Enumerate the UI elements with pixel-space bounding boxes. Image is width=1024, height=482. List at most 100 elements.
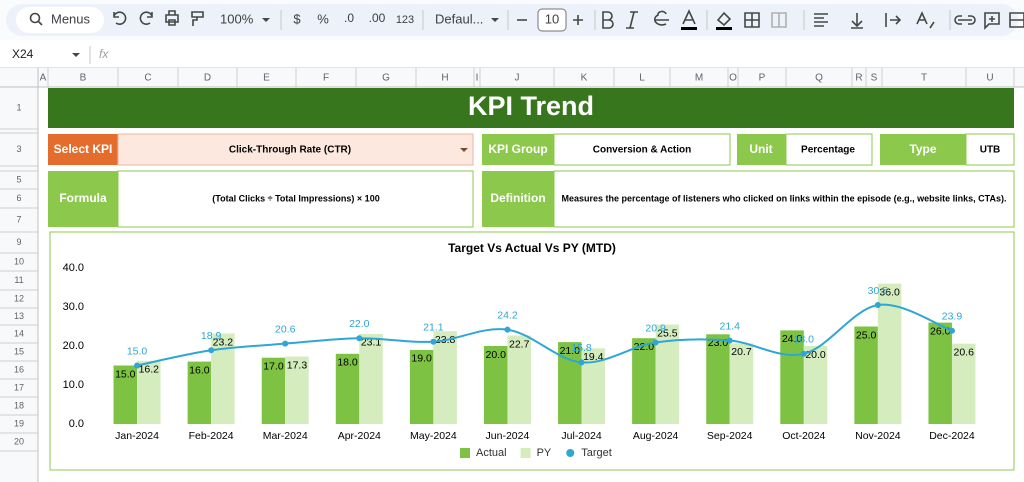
paint-format-icon[interactable]	[191, 11, 204, 26]
font-family[interactable]: Defaul...	[435, 11, 483, 26]
valign-icon[interactable]	[851, 13, 863, 29]
x-tick-label: Aug-2024	[633, 430, 679, 442]
data-label: 25.5	[657, 327, 678, 339]
dropdown-arrow[interactable]	[460, 148, 468, 152]
legend-label: Target	[581, 447, 612, 459]
decrease-decimal[interactable]: .0	[344, 11, 354, 25]
y-tick-label: 40.0	[63, 262, 84, 274]
borders-icon[interactable]	[744, 12, 760, 28]
italic-icon[interactable]	[626, 11, 638, 29]
search-icon	[29, 12, 41, 24]
target-point	[652, 339, 659, 346]
rotate-icon[interactable]	[916, 11, 935, 29]
target-point	[578, 359, 585, 366]
bar	[729, 343, 754, 424]
merge-icon[interactable]	[771, 12, 787, 28]
target-point	[504, 326, 511, 333]
row-header: 1	[16, 102, 21, 112]
column-header: F	[323, 73, 329, 84]
column-header: T	[921, 73, 927, 84]
dropdown-arrow[interactable]	[72, 53, 80, 57]
formula-label: Formula	[59, 191, 107, 205]
select-kpi-label: Select KPI	[54, 142, 113, 156]
label-cell	[48, 134, 118, 165]
x-tick-label: Oct-2024	[782, 430, 825, 442]
label-cell	[880, 134, 966, 165]
data-label: 18.9	[201, 330, 222, 342]
column-header: O	[729, 73, 737, 84]
currency-format[interactable]: $	[293, 11, 301, 26]
comment-icon[interactable]	[984, 12, 1000, 30]
x-tick-label: Jan-2024	[115, 430, 159, 442]
y-tick-label: 20.0	[63, 340, 84, 352]
bold-icon[interactable]	[602, 11, 614, 29]
column-header: M	[695, 73, 703, 84]
label-cell	[482, 134, 554, 165]
data-label: 15.8	[571, 342, 592, 354]
data-label: 18.0	[794, 334, 815, 346]
bar	[928, 322, 952, 424]
data-label: 23.2	[213, 336, 234, 348]
dropdown-arrow[interactable]	[491, 18, 499, 22]
select-kpi-value[interactable]: Click-Through Rate (CTR)	[229, 145, 351, 156]
column-header: J	[515, 73, 520, 84]
print-icon[interactable]	[165, 10, 179, 26]
row-header: 7	[16, 214, 21, 224]
legend-swatch	[460, 448, 470, 458]
kpi-dropdown[interactable]	[117, 133, 474, 166]
zoom[interactable]: 100%	[220, 11, 254, 26]
data-label: 24.0	[782, 333, 803, 345]
unit-label: Unit	[749, 142, 772, 156]
font-size-box[interactable]	[537, 8, 567, 32]
data-label: 17.3	[287, 359, 308, 371]
chart-icon[interactable]	[1009, 12, 1024, 28]
legend-label: Actual	[476, 447, 507, 459]
data-label: 22.0	[349, 318, 370, 330]
column-header: R	[855, 73, 862, 84]
menus-label[interactable]: Menus	[51, 11, 91, 26]
column-header: I	[476, 73, 479, 84]
text-color-icon[interactable]	[682, 9, 696, 25]
definition-value: Measures the percentage of listeners who…	[562, 193, 1007, 203]
increase-font-size[interactable]	[573, 15, 583, 25]
bar	[655, 324, 680, 424]
link-icon[interactable]	[954, 15, 976, 25]
bar	[285, 356, 309, 424]
increase-decimal[interactable]: .00	[369, 11, 386, 25]
undo-icon[interactable]	[113, 11, 127, 25]
bar	[335, 353, 360, 424]
data-label: 23.9	[942, 311, 963, 323]
column-header: G	[382, 73, 390, 84]
value-cell	[553, 133, 731, 166]
column-header: Q	[815, 73, 823, 84]
bar	[632, 338, 656, 424]
y-tick-label: 0.0	[69, 418, 84, 430]
dropdown-arrow[interactable]	[262, 18, 270, 22]
wrap-icon[interactable]	[885, 13, 902, 27]
fill-color-icon[interactable]	[716, 11, 732, 27]
toolbar	[6, 4, 1018, 36]
strikethrough-icon[interactable]	[654, 10, 669, 26]
name-box[interactable]: X24	[12, 47, 34, 61]
bar	[261, 357, 286, 424]
align-icon[interactable]	[814, 13, 828, 27]
column-header: E	[263, 73, 270, 84]
bar	[951, 343, 976, 424]
target-point	[430, 338, 437, 345]
column-header: S	[871, 73, 878, 84]
column-header: B	[80, 73, 87, 84]
x-tick-label: Apr-2024	[338, 430, 381, 442]
font-size[interactable]: 10	[545, 11, 559, 26]
menus-search[interactable]	[16, 7, 104, 33]
percent-format[interactable]: %	[317, 11, 329, 26]
type-label: Type	[909, 142, 936, 156]
bar	[854, 326, 878, 424]
search-icon	[37, 20, 43, 26]
legend-swatch	[520, 448, 531, 458]
number-format[interactable]: 123	[396, 14, 414, 26]
redo-icon[interactable]	[139, 11, 153, 25]
legend-label: PY	[537, 447, 552, 459]
row-header: 3	[16, 144, 21, 154]
target-point	[948, 327, 955, 334]
target-point	[282, 340, 289, 347]
